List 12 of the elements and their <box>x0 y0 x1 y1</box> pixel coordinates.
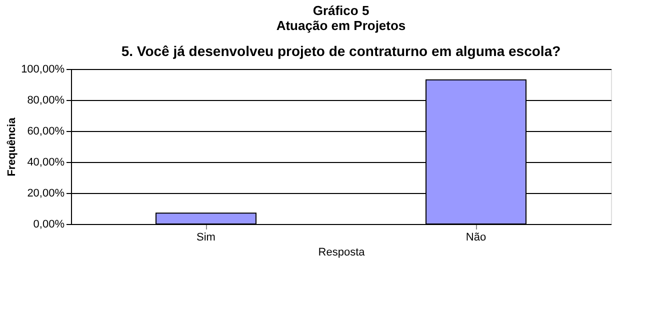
x-axis-title: Resposta <box>318 246 366 258</box>
y-tick-label: 60,00% <box>27 126 65 138</box>
y-tick-label: 20,00% <box>27 188 65 200</box>
y-tick-label: 0,00% <box>33 218 65 230</box>
y-tick-label: 80,00% <box>27 94 65 106</box>
x-tick-label: Não <box>466 232 486 244</box>
y-tick-label: 100,00% <box>21 64 65 76</box>
y-tick-label: 40,00% <box>27 156 65 168</box>
y-axis-title: Frequência <box>6 116 18 176</box>
x-tick-label: Sim <box>196 232 216 244</box>
chart-subtitle: 5. Você já desenvolveu projeto de contraturno em alguma escola? <box>121 43 561 59</box>
chart-title: Gráfico 5 Atuação em Projetos <box>276 3 406 33</box>
